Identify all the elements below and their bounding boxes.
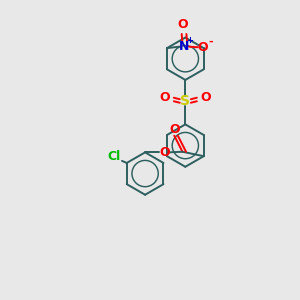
Text: Cl: Cl	[107, 150, 121, 163]
Text: -: -	[208, 37, 213, 47]
Text: O: O	[197, 41, 208, 54]
Text: O: O	[178, 18, 188, 31]
Text: O: O	[169, 123, 180, 136]
Text: N: N	[179, 40, 189, 53]
Text: +: +	[186, 36, 193, 45]
Text: O: O	[159, 146, 169, 159]
Text: O: O	[159, 91, 170, 104]
Text: O: O	[201, 91, 211, 104]
Text: S: S	[180, 94, 190, 108]
